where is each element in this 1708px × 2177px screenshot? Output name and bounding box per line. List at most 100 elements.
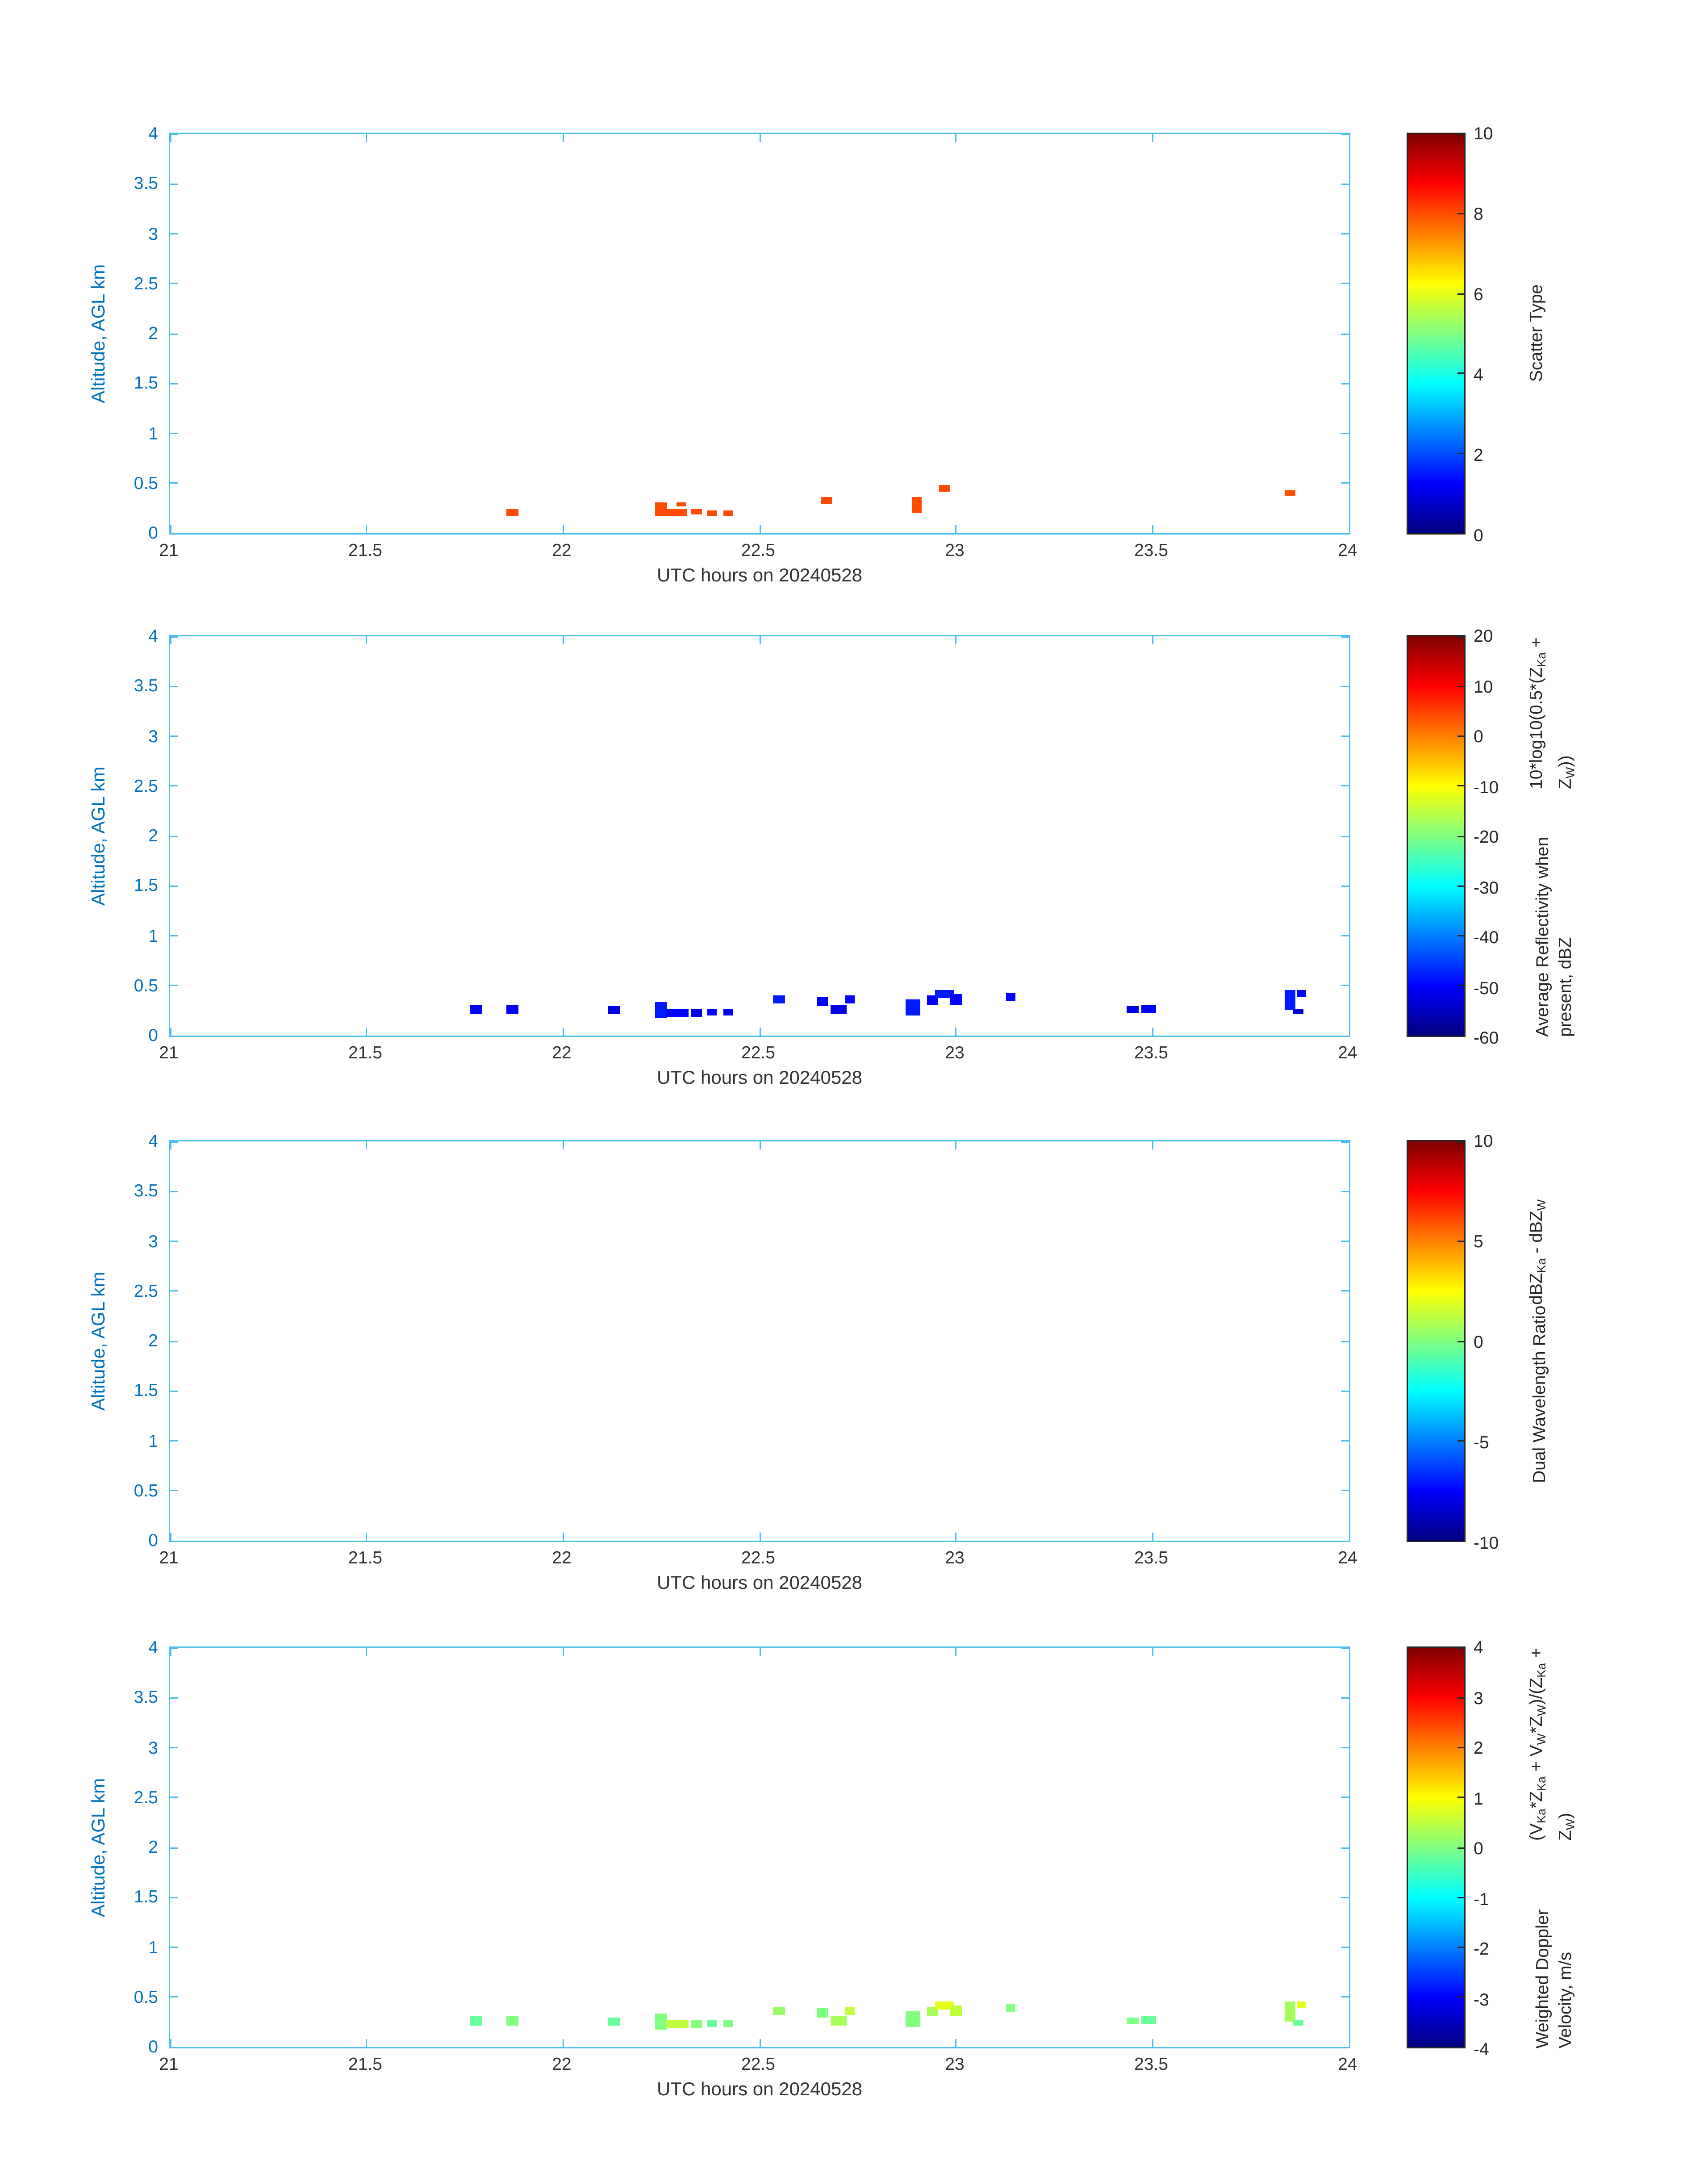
y-tick-label: 4: [148, 626, 158, 646]
data-mark: [821, 497, 831, 503]
y-tick: [170, 1390, 178, 1392]
x-tick-label: 23.5: [1134, 540, 1168, 560]
data-mark: [830, 1005, 846, 1014]
colorbar-label: Dual Wavelength Ratio dBZKa - dBZW: [1524, 1140, 1553, 1542]
x-tick: [1152, 1028, 1153, 1036]
colorbar-tick: [1457, 1241, 1464, 1242]
data-mark: [667, 509, 687, 515]
colorbar-tick: [1457, 1647, 1464, 1649]
y-tick-label: 0: [148, 1530, 158, 1550]
y-axis-label: Altitude, AGL km: [87, 1778, 109, 1917]
x-tick-mirror: [759, 636, 760, 644]
colorbar-tick-label: -30: [1474, 877, 1499, 897]
colorbar-tick-label: -50: [1474, 977, 1499, 998]
colorbar-label-line: dBZKa - dBZW: [1526, 1199, 1548, 1305]
y-tick-mirror: [1341, 133, 1349, 135]
y-tick-label: 4: [148, 1131, 158, 1151]
y-tick: [170, 835, 178, 837]
y-tick-label: 2.5: [134, 1787, 158, 1807]
data-mark: [690, 2020, 703, 2028]
y-tick-mirror: [1341, 383, 1349, 384]
y-tick-mirror: [1341, 885, 1349, 887]
colorbar-tick-label: 6: [1474, 284, 1483, 304]
colorbar-tick: [1457, 935, 1464, 936]
colorbar-tick-label: -20: [1474, 827, 1499, 847]
data-mark: [1006, 2004, 1016, 2012]
y-tick-label: 4: [148, 1637, 158, 1657]
data-mark: [655, 502, 668, 516]
data-mark: [471, 1005, 483, 1014]
y-tick-label: 0: [148, 522, 158, 543]
y-tick: [170, 1340, 178, 1342]
x-tick: [955, 525, 957, 533]
colorbar-tick: [1457, 213, 1464, 215]
y-tick-label: 0.5: [134, 975, 158, 995]
x-axis-label: UTC hours on 20240528: [656, 1066, 862, 1088]
colorbar-label: Average Reflectivity when present, dBZ 10…: [1524, 635, 1583, 1037]
data-mark: [906, 2010, 920, 2028]
y-tick-label: 3: [148, 1230, 158, 1251]
x-tick-mirror: [759, 1648, 760, 1656]
x-tick-label: 23.5: [1134, 2054, 1168, 2074]
plot-area-panel-1: [169, 133, 1350, 535]
y-tick: [170, 433, 178, 434]
colorbar-tick: [1457, 1897, 1464, 1898]
y-tick-mirror: [1341, 183, 1349, 185]
y-tick-label: 2.5: [134, 775, 158, 796]
y-tick-mirror: [1341, 1390, 1349, 1392]
y-tick: [170, 1697, 178, 1699]
y-tick-label: 3.5: [134, 1180, 158, 1201]
colorbar-tick-label: -10: [1474, 1533, 1499, 1553]
y-tick-mirror: [1341, 233, 1349, 234]
y-tick-label: 2.5: [134, 1280, 158, 1301]
y-tick: [170, 1440, 178, 1442]
colorbar-tick-label: -3: [1474, 1989, 1489, 2009]
x-tick-label: 21.5: [348, 2054, 382, 2074]
data-mark: [1284, 2002, 1296, 2022]
x-tick-label: 24: [1338, 2054, 1357, 2074]
x-tick: [1348, 1028, 1350, 1036]
data-mark: [950, 994, 962, 1005]
data-mark: [773, 995, 785, 1004]
y-tick: [170, 1897, 178, 1898]
x-tick-label: 21: [159, 540, 179, 560]
x-tick-label: 24: [1338, 1042, 1357, 1062]
x-tick-mirror: [1348, 636, 1350, 644]
y-tick-label: 0: [148, 1025, 158, 1045]
x-tick-label: 21.5: [348, 1042, 382, 1062]
y-tick-mirror: [1341, 1290, 1349, 1292]
colorbar-tick: [1457, 372, 1464, 374]
data-mark: [506, 509, 518, 515]
plot-area-panel-4: [169, 1646, 1350, 2048]
y-tick-mirror: [1341, 1191, 1349, 1192]
colorbar-tick: [1457, 1947, 1464, 1948]
y-tick: [170, 283, 178, 284]
y-tick: [170, 233, 178, 234]
x-tick: [562, 2039, 564, 2047]
x-tick: [366, 2039, 367, 2047]
x-tick-mirror: [1152, 636, 1153, 644]
y-tick-mirror: [1341, 735, 1349, 737]
x-tick: [169, 2039, 171, 2047]
y-tick: [170, 2046, 178, 2048]
y-tick-label: 3.5: [134, 1687, 158, 1707]
y-tick-mirror: [1341, 1797, 1349, 1798]
data-mark: [934, 2001, 954, 2010]
x-tick: [562, 1028, 564, 1036]
x-tick-mirror: [1152, 1648, 1153, 1656]
colorbar-tick-label: 8: [1474, 204, 1483, 224]
y-tick-mirror: [1341, 1847, 1349, 1848]
y-tick-label: 3.5: [134, 173, 158, 193]
data-mark: [506, 1005, 518, 1014]
colorbar-tick-label: 1: [1474, 1788, 1483, 1808]
data-mark: [816, 997, 828, 1007]
data-mark: [707, 2020, 718, 2028]
y-tick-mirror: [1341, 685, 1349, 687]
colorbar-label-line: Scatter Type: [1526, 284, 1546, 383]
data-mark: [1285, 490, 1295, 496]
colorbar-tick: [1457, 133, 1464, 135]
data-mark: [1127, 1006, 1139, 1013]
data-mark: [608, 1007, 620, 1015]
data-mark: [707, 1009, 718, 1016]
data-mark: [471, 2016, 483, 2026]
